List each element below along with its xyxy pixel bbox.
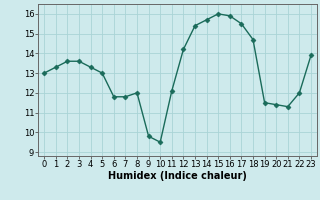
X-axis label: Humidex (Indice chaleur): Humidex (Indice chaleur) [108,171,247,181]
